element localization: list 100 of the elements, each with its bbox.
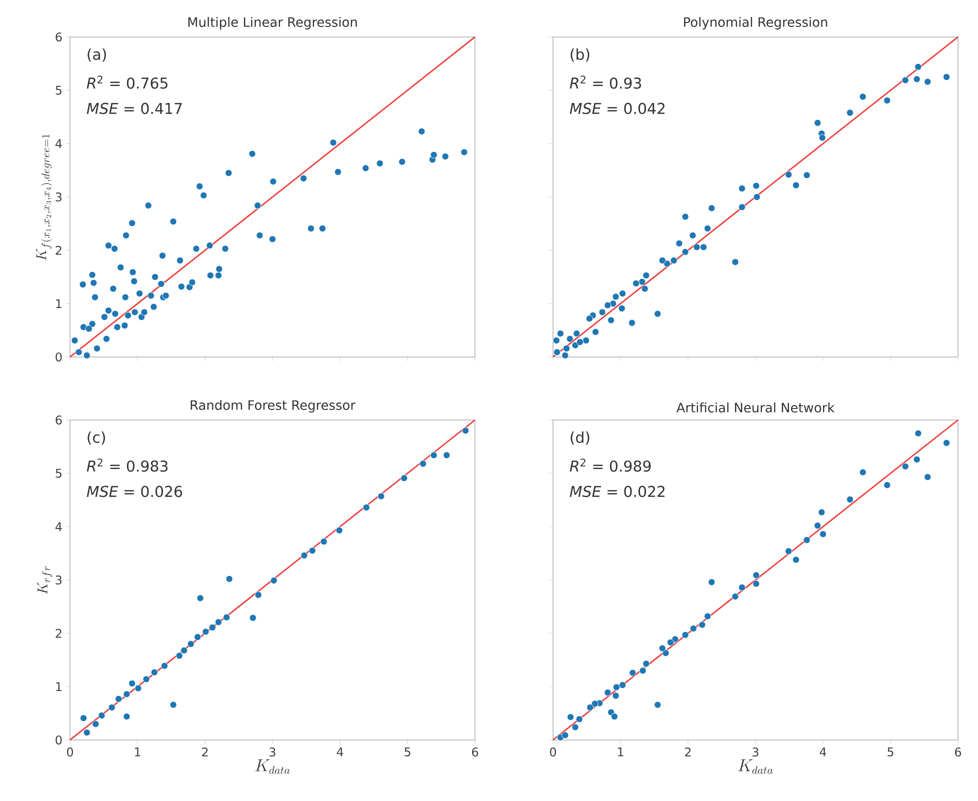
y-tick-label: 5 xyxy=(56,468,62,478)
point xyxy=(792,182,800,189)
point xyxy=(115,695,122,702)
point xyxy=(604,302,612,309)
point xyxy=(704,612,712,620)
point xyxy=(562,344,570,352)
point xyxy=(700,244,708,251)
point xyxy=(642,272,650,279)
y-tick-label: 4 xyxy=(55,139,62,148)
point xyxy=(142,676,150,683)
point xyxy=(859,468,866,476)
point xyxy=(576,338,584,346)
x-tick-label: 5 xyxy=(404,748,410,756)
annotation: (b) xyxy=(570,48,590,62)
y-tick-label: 1 xyxy=(56,682,62,692)
point xyxy=(913,456,920,464)
point xyxy=(902,76,909,84)
point xyxy=(123,712,130,720)
x-axis-title: $K_{data}$ xyxy=(738,759,773,774)
point xyxy=(792,556,800,564)
point xyxy=(270,576,278,584)
point xyxy=(846,496,854,504)
point xyxy=(638,278,646,286)
point xyxy=(572,342,579,349)
point xyxy=(753,193,760,201)
point xyxy=(80,714,88,722)
point xyxy=(814,119,822,126)
point xyxy=(814,522,822,530)
point xyxy=(98,712,106,720)
point xyxy=(732,592,739,600)
point xyxy=(618,682,626,689)
point xyxy=(682,248,689,256)
point xyxy=(128,680,136,688)
y-tick-label: 6 xyxy=(56,415,62,425)
point xyxy=(693,244,700,251)
point xyxy=(249,614,256,622)
point xyxy=(914,63,922,70)
point xyxy=(654,310,662,318)
point xyxy=(223,614,230,621)
x-tick-label: 2 xyxy=(685,748,691,756)
point xyxy=(708,204,716,212)
point xyxy=(658,644,666,652)
point xyxy=(362,504,370,512)
y-tick-label: 0 xyxy=(56,735,62,745)
point xyxy=(803,536,810,544)
y-tick-label: 0 xyxy=(56,352,62,362)
point xyxy=(308,547,316,554)
x-tick-label: 6 xyxy=(955,748,962,757)
point xyxy=(462,427,470,434)
chart-title: Polynomial Regression xyxy=(684,16,828,30)
annotation: (a) xyxy=(88,48,106,62)
point xyxy=(612,684,620,691)
point xyxy=(924,78,932,86)
x-tick-label: 3 xyxy=(270,748,276,757)
point xyxy=(752,182,760,190)
point xyxy=(785,171,792,178)
point xyxy=(202,628,210,636)
y-tick-label: 2 xyxy=(56,246,62,255)
point xyxy=(608,316,615,324)
x-tick-label: 0 xyxy=(66,748,74,757)
point xyxy=(576,716,583,723)
point xyxy=(738,184,746,192)
point xyxy=(254,591,262,598)
point xyxy=(170,701,177,708)
point xyxy=(704,224,712,232)
x-tick-label: 1 xyxy=(618,748,624,756)
point xyxy=(556,330,564,338)
point xyxy=(884,96,891,104)
chart-title: Random Forest Regressor xyxy=(190,400,356,412)
point xyxy=(818,134,826,142)
annotation: MSE = 0.417 xyxy=(86,102,182,114)
x-tick-label: 2 xyxy=(202,748,208,756)
point xyxy=(803,172,810,179)
point xyxy=(160,662,168,670)
point xyxy=(902,462,909,470)
point xyxy=(208,624,216,632)
point xyxy=(194,634,202,641)
point xyxy=(676,240,683,247)
point xyxy=(924,474,932,481)
y-axis-title: $K_{rfr}$ xyxy=(37,566,52,594)
point xyxy=(639,667,646,674)
point xyxy=(662,650,670,657)
point xyxy=(443,452,450,459)
point xyxy=(92,720,100,728)
y-tick-label: 3 xyxy=(56,192,62,202)
y-tick-label: 1 xyxy=(56,299,62,308)
point xyxy=(698,621,706,628)
point xyxy=(604,688,612,696)
point xyxy=(187,640,194,648)
point xyxy=(732,258,739,266)
point xyxy=(586,704,594,712)
annotation: R$^{2}$ = 0.765 xyxy=(86,76,168,89)
x-axis-title: $K_{data}$ xyxy=(255,759,290,774)
x-tick-label: 3 xyxy=(752,748,758,757)
point xyxy=(738,204,746,211)
x-tick-label: 1 xyxy=(135,748,140,756)
point xyxy=(752,580,760,588)
point xyxy=(572,724,579,731)
point xyxy=(618,290,626,298)
point xyxy=(642,660,650,668)
